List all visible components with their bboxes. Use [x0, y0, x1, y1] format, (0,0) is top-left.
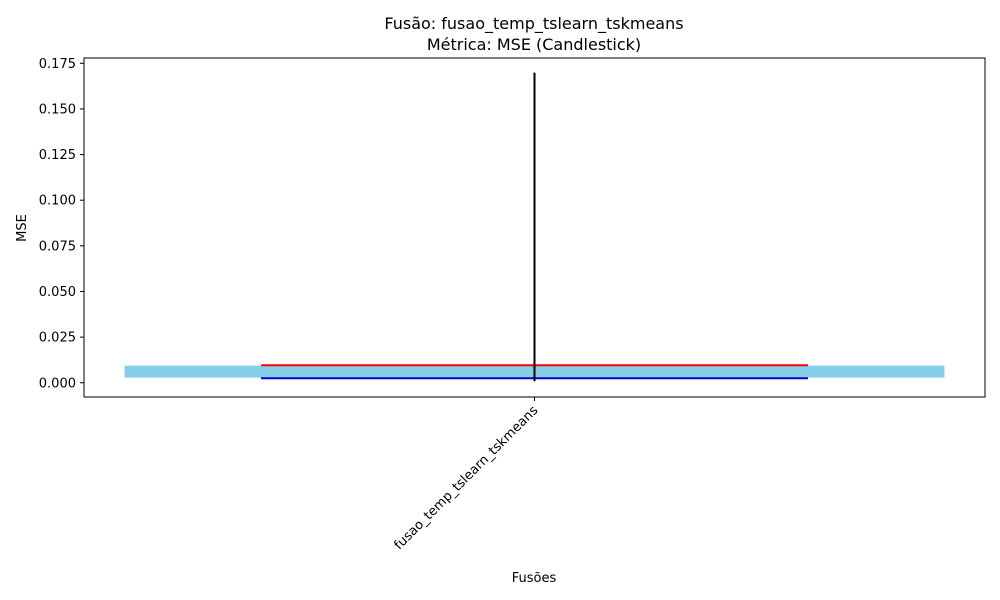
- y-tick-label: 0.000: [39, 376, 76, 391]
- chart-title-line2: Métrica: MSE (Candlestick): [427, 35, 641, 54]
- plot-frame: [83, 57, 986, 398]
- y-axis-label: MSE: [15, 214, 30, 242]
- y-tick-label: 0.075: [39, 239, 76, 254]
- y-tick-label: 0.125: [39, 148, 76, 163]
- plot-area: [124, 72, 945, 382]
- y-tick-label: 0.025: [39, 331, 76, 346]
- x-axis-label: Fusões: [512, 571, 557, 586]
- y-tick-label: 0.175: [39, 57, 76, 72]
- y-tick-label: 0.100: [39, 194, 76, 209]
- y-tick-label: 0.050: [39, 285, 76, 300]
- x-tick-label: fusao_temp_tslearn_tskmeans: [392, 403, 542, 553]
- y-tick-label: 0.150: [39, 102, 76, 117]
- axes: 0.000 0.025 0.050 0.075 0.100 0.125 0.150 0.175…: [39, 57, 542, 553]
- chart-title-line1: Fusão: fusao_temp_tslearn_tskmeans: [384, 14, 683, 34]
